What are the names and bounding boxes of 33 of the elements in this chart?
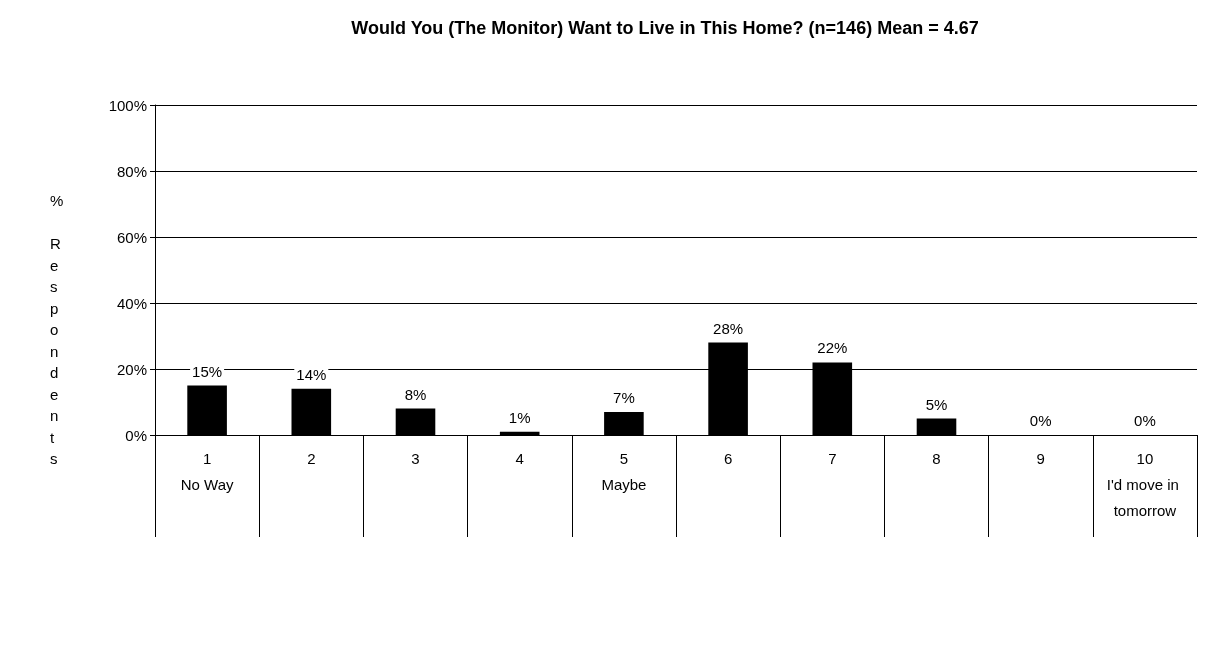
y-tick-label: 0% xyxy=(125,426,147,444)
data-label: 7% xyxy=(613,388,635,406)
data-label: 14% xyxy=(296,365,327,383)
data-label: 28% xyxy=(713,319,744,337)
x-tick-label: 6 xyxy=(723,449,733,467)
x-tick-label: 7 xyxy=(828,449,837,467)
bar xyxy=(291,388,332,435)
x-tick-label: 3 xyxy=(411,449,420,467)
y-tick-label: 60% xyxy=(116,228,147,246)
x-tick-label: 5 Maybe xyxy=(601,449,647,493)
data-label: 0% xyxy=(1134,412,1156,429)
x-tick-label: 8 xyxy=(932,449,941,467)
text: % Respondents xyxy=(50,192,64,468)
bar xyxy=(395,408,436,435)
data-label: 1% xyxy=(508,408,531,426)
data-label: 8% xyxy=(404,385,427,403)
x-tick-label: 2 xyxy=(307,449,316,467)
y-tick-label: 100% xyxy=(108,96,147,114)
y-tick-label: 80% xyxy=(116,162,147,180)
x-tick-label: 9 xyxy=(1036,449,1045,467)
data-label: 15% xyxy=(192,362,223,380)
data-label: 22% xyxy=(817,339,848,357)
x-tick-label: 4 xyxy=(515,449,524,467)
data-label: 0% xyxy=(1029,412,1052,429)
x-tick-label: 1 No Way xyxy=(180,449,234,493)
x-tick-label: 10 I'd move in tomorrow xyxy=(1106,449,1184,519)
bar xyxy=(187,385,227,435)
bar xyxy=(916,418,957,435)
y-tick-label: 20% xyxy=(116,360,147,378)
chart-title: Would You (The Monitor) Want to Live in This Home? (n=146) Mean = 4.67 xyxy=(351,18,979,38)
data-label: 5% xyxy=(925,395,948,413)
y-tick-label: 40% xyxy=(116,294,147,312)
bar xyxy=(604,411,644,435)
